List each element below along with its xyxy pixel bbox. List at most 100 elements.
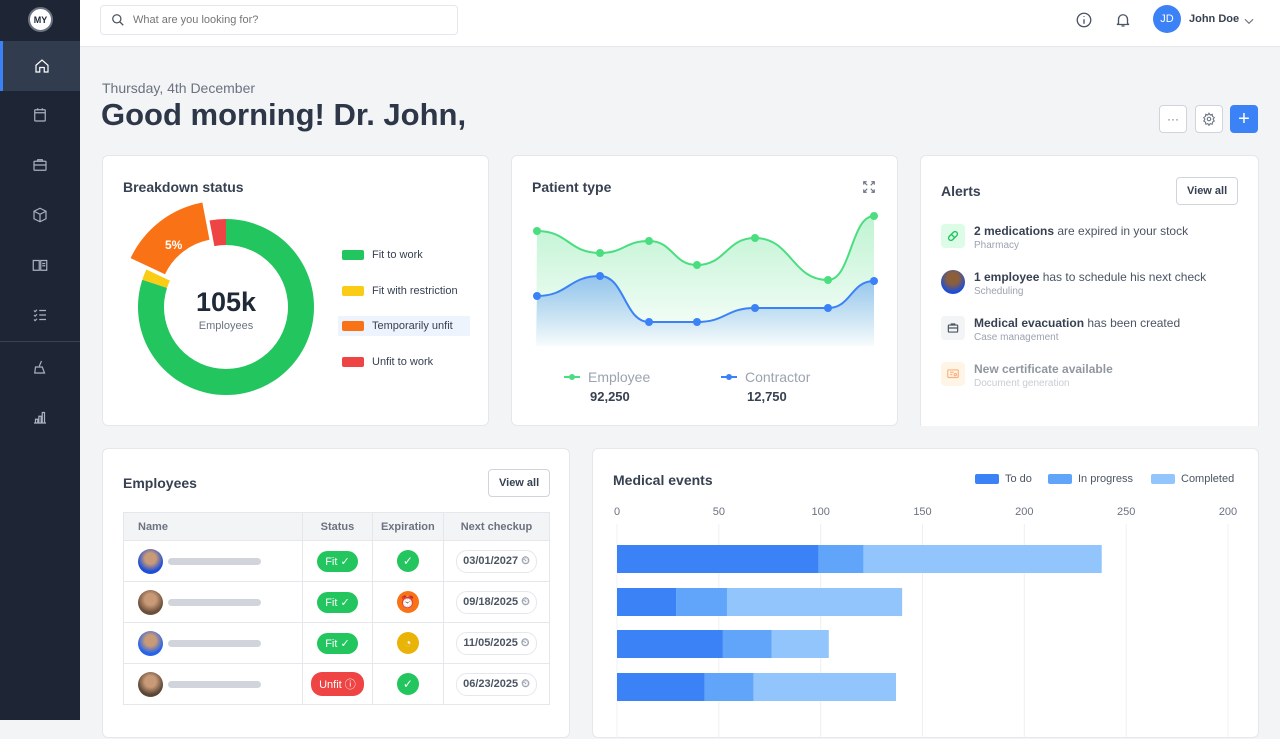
legend-completed[interactable]: Completed <box>1151 473 1234 485</box>
alert-item[interactable]: 2 medications are expired in your stock P… <box>941 224 1188 251</box>
donut-slice-temporarily-unfit <box>130 202 210 275</box>
calendar-icon <box>34 108 46 122</box>
legend-employee[interactable]: Employee 92,250 <box>564 369 650 404</box>
user-name[interactable]: John Doe <box>1189 13 1240 25</box>
sidebar-item-hygiene[interactable] <box>0 342 80 392</box>
card-title: Medical events <box>613 472 713 488</box>
point-contractor <box>824 304 832 312</box>
bar-completed <box>726 588 903 616</box>
breakdown-card: Breakdown status 105k Employees 5% Fit t… <box>102 155 489 426</box>
point-contractor <box>751 304 759 312</box>
next-checkup-date[interactable]: 06/23/2025 ⏲ <box>456 672 537 696</box>
briefcase-icon <box>33 159 47 171</box>
table-row[interactable]: Fit ✓ ⏰ 09/18/2025 ⏲ <box>122 581 551 623</box>
alert-bold: Medical evacuation <box>974 316 1085 330</box>
next-checkup-date[interactable]: 11/05/2025 ⏲ <box>456 631 537 655</box>
next-checkup-date[interactable]: 09/18/2025 ⏲ <box>456 590 537 614</box>
sidebar-item-cases[interactable] <box>0 140 80 190</box>
bar-completed <box>753 673 897 701</box>
area-chart <box>533 212 878 346</box>
x-tick-label: 50 <box>713 506 725 518</box>
alert-text: has to schedule his next check <box>1039 270 1207 284</box>
box-icon <box>33 207 47 223</box>
alert-bold: 2 medications <box>974 224 1055 238</box>
pill-icon <box>941 224 965 248</box>
sidebar-item-documents[interactable] <box>0 240 80 290</box>
legend-label: In progress <box>1078 473 1134 485</box>
next-checkup-date[interactable]: 03/01/2027 ⏲ <box>456 549 537 573</box>
sidebar: MY <box>0 0 80 720</box>
sidebar-item-reports[interactable] <box>0 392 80 442</box>
legend-label: Contractor <box>745 369 811 385</box>
bar-in-progress <box>818 545 864 573</box>
donut-slice-fit-with-restriction <box>142 269 170 288</box>
employees-view-all-button[interactable]: View all <box>488 469 551 497</box>
alarm-icon: ⏰ <box>396 591 419 613</box>
search-box[interactable] <box>100 5 458 35</box>
point-employee <box>751 234 759 242</box>
bell-icon[interactable] <box>1114 11 1132 29</box>
alert-item[interactable]: Medical evacuation has been created Case … <box>941 316 1180 343</box>
legend-fit-with-restriction[interactable]: Fit with restriction <box>338 281 462 301</box>
contractor-total: 12,750 <box>747 389 787 404</box>
col-next-checkup[interactable]: Next checkup <box>442 512 551 541</box>
x-tick-label: 100 <box>811 506 829 518</box>
table-row[interactable]: Fit ✓ ◔ 11/05/2025 ⏲ <box>122 622 551 664</box>
point-employee <box>645 237 653 245</box>
col-name[interactable]: Name <box>122 512 304 541</box>
x-tick-label: 200 <box>1015 506 1033 518</box>
settings-button[interactable] <box>1195 105 1223 133</box>
search-input[interactable] <box>133 14 433 26</box>
sidebar-item-tasks[interactable] <box>0 290 80 340</box>
legend-contractor[interactable]: Contractor 12,750 <box>721 369 810 404</box>
legend-label: Unfit to work <box>372 356 434 368</box>
alert-bold: New certificate available <box>974 362 1113 376</box>
alerts-view-all-button[interactable]: View all <box>1176 177 1239 205</box>
info-icon[interactable] <box>1075 11 1093 29</box>
employees-card: Employees View all Name Status Expiratio… <box>102 448 570 738</box>
card-title: Patient type <box>532 179 612 195</box>
alert-item[interactable]: 1 employee has to schedule his next chec… <box>941 270 1206 297</box>
sidebar-item-home[interactable] <box>0 41 80 91</box>
bar-to-do <box>617 673 705 701</box>
legend-to-do[interactable]: To do <box>975 473 1032 485</box>
col-status[interactable]: Status <box>302 512 373 541</box>
alarm-icon: ⏲ <box>521 595 530 608</box>
expand-icon[interactable] <box>862 180 876 194</box>
table-row[interactable]: Unfit ⓘ ✓ 06/23/2025 ⏲ <box>122 663 551 705</box>
chevron-down-icon[interactable] <box>1242 12 1256 30</box>
legend-fit-to-work[interactable]: Fit to work <box>338 245 427 265</box>
x-tick-label: 250 <box>1117 506 1135 518</box>
app-logo[interactable]: MY <box>28 7 53 32</box>
legend-unfit-to-work[interactable]: Unfit to work <box>338 352 437 372</box>
medical-events-card: Medical events To do In progress Complet… <box>592 448 1259 739</box>
point-contractor <box>533 292 541 300</box>
alarm-icon: ⏲ <box>521 554 530 567</box>
alert-category: Case management <box>974 332 1059 343</box>
col-expiration[interactable]: Expiration <box>371 512 444 541</box>
more-button[interactable]: ··· <box>1159 105 1187 133</box>
table-row[interactable]: Fit ✓ ✓ 03/01/2027 ⏲ <box>122 540 551 582</box>
bar-in-progress <box>676 588 727 616</box>
card-title: Alerts <box>941 183 981 199</box>
page-title: Good morning! Dr. John, <box>101 97 467 132</box>
gear-icon <box>1203 112 1215 126</box>
legend-label: Employee <box>588 369 651 385</box>
search-icon <box>112 14 124 26</box>
status-badge: Fit ✓ <box>317 591 358 613</box>
book-icon <box>32 259 48 271</box>
card-title: Breakdown status <box>123 179 244 195</box>
user-avatar[interactable]: JD <box>1153 5 1181 33</box>
legend-in-progress[interactable]: In progress <box>1048 473 1133 485</box>
sidebar-item-inventory[interactable] <box>0 190 80 240</box>
name-placeholder <box>168 680 261 688</box>
legend-temporarily-unfit[interactable]: Temporarily unfit <box>338 316 470 336</box>
point-employee <box>870 212 878 220</box>
add-button[interactable]: + <box>1230 105 1258 133</box>
sidebar-item-calendar[interactable] <box>0 90 80 140</box>
alert-item[interactable]: New certificate available Document genera… <box>941 362 1113 389</box>
employees-table: Name Status Expiration Next checkup Fit … <box>122 512 551 705</box>
sidebar-divider <box>0 341 80 342</box>
point-contractor <box>870 277 878 285</box>
bar-in-progress <box>722 630 772 658</box>
